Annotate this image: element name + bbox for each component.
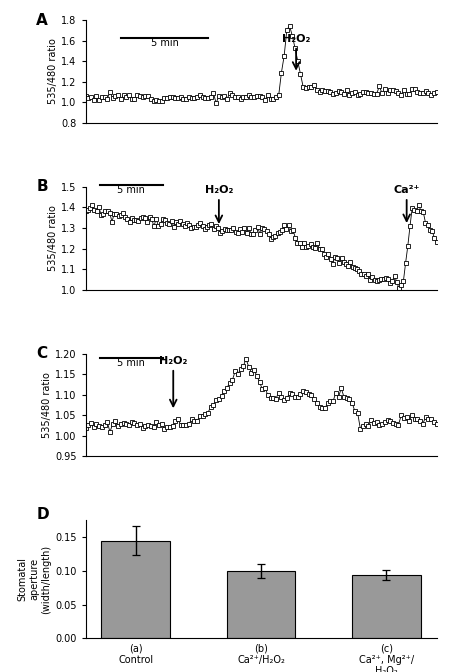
Y-axis label: Stomatal
aperture
(width/length): Stomatal aperture (width/length)	[18, 545, 51, 614]
Y-axis label: 535/480 ratio: 535/480 ratio	[48, 38, 58, 104]
Text: B: B	[36, 179, 48, 194]
Text: Ca²⁺: Ca²⁺	[393, 185, 420, 195]
Y-axis label: 535/480 ratio: 535/480 ratio	[42, 372, 52, 438]
Text: H₂O₂: H₂O₂	[282, 34, 310, 44]
Text: A: A	[36, 13, 48, 28]
Text: 5 min: 5 min	[117, 185, 145, 196]
Text: 5 min: 5 min	[151, 38, 178, 48]
Bar	[352, 575, 421, 638]
Text: D: D	[36, 507, 49, 522]
Text: H₂O₂: H₂O₂	[205, 185, 233, 195]
Bar	[227, 571, 295, 638]
Text: 5 min: 5 min	[117, 358, 145, 368]
Y-axis label: 535/480 ratio: 535/480 ratio	[48, 205, 58, 271]
Bar	[101, 540, 170, 638]
Text: C: C	[36, 346, 48, 361]
Text: H₂O₂: H₂O₂	[159, 356, 188, 366]
